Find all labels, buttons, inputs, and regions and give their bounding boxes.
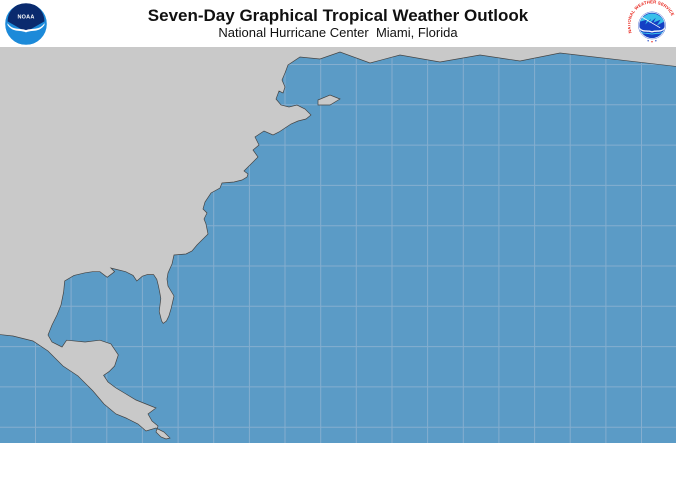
svg-text:NOAA: NOAA bbox=[17, 15, 34, 21]
